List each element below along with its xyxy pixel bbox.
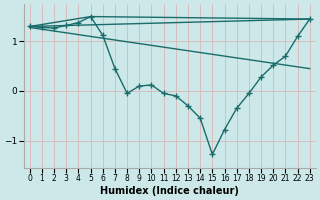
X-axis label: Humidex (Indice chaleur): Humidex (Indice chaleur) bbox=[100, 186, 239, 196]
